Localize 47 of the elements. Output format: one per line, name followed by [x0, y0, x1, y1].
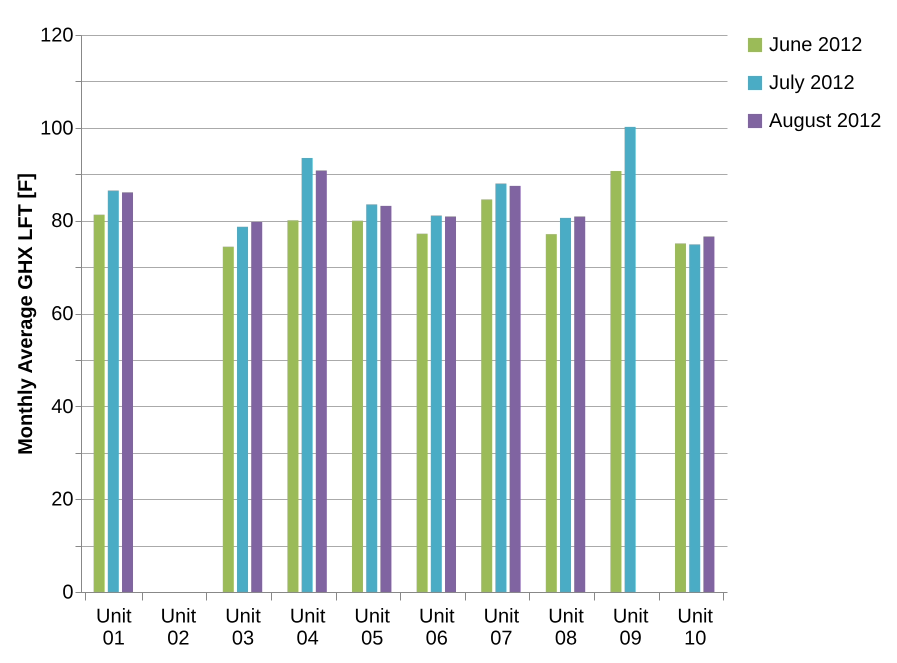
bar: [122, 192, 134, 592]
x-tick-label: Unit 08: [548, 606, 584, 650]
x-tick-label: Unit 05: [354, 606, 390, 650]
bar: [574, 216, 586, 592]
legend-label: August 2012: [769, 110, 882, 132]
bar: [416, 234, 428, 592]
bar: [546, 234, 557, 592]
y-tick-label: 0: [62, 582, 74, 604]
bar: [560, 218, 571, 592]
bar: [689, 244, 700, 592]
bar: [481, 199, 492, 592]
bar: [703, 236, 714, 592]
y-tick-label: 20: [51, 488, 74, 511]
bar: [445, 216, 456, 592]
x-tick-label: Unit 09: [612, 606, 649, 650]
bar: [316, 170, 327, 592]
bar: [510, 186, 521, 592]
legend-label: July 2012: [769, 72, 855, 94]
x-tick-label: Unit 04: [290, 606, 326, 650]
y-tick-label: 60: [51, 303, 74, 325]
bar: [366, 204, 378, 592]
bar: [108, 190, 119, 592]
x-tick-label: Unit 10: [677, 606, 714, 650]
x-tick-label: Unit 06: [419, 606, 456, 650]
bar: [237, 226, 248, 592]
y-tick-label: 40: [51, 396, 74, 418]
bar: [302, 158, 313, 592]
x-tick-label: Unit 01: [96, 606, 132, 650]
bar: [222, 246, 234, 592]
x-tick-label: Unit 03: [225, 606, 262, 650]
bar: [610, 171, 622, 592]
bar: [251, 222, 262, 592]
bar: [495, 184, 506, 592]
y-tick-label: 120: [40, 24, 74, 46]
x-tick-label: Unit 02: [160, 606, 197, 650]
y-tick-label: 100: [40, 117, 74, 140]
bar: [287, 220, 298, 592]
bar: [380, 206, 392, 592]
x-tick-label: Unit 07: [484, 606, 520, 650]
y-axis-title: Monthly Average GHX LFT [F]: [15, 173, 38, 455]
bar: [674, 243, 686, 592]
bar: [94, 214, 105, 592]
legend-label: June 2012: [769, 34, 862, 56]
bar: [352, 220, 363, 592]
bar: [624, 126, 636, 592]
bar: [430, 216, 442, 592]
y-tick-label: 80: [51, 210, 74, 232]
